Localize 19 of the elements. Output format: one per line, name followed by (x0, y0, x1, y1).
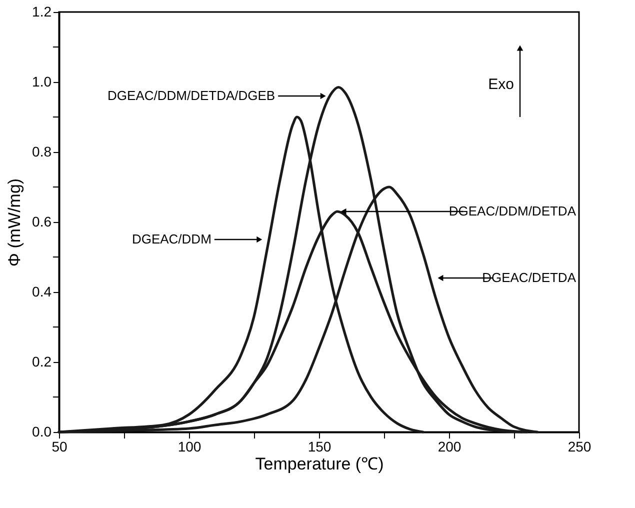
y-tick-label: 0.6 (32, 214, 52, 230)
y-tick-label: 0.8 (32, 144, 52, 160)
x-tick-label: 100 (178, 438, 202, 454)
y-tick-label: 0.0 (32, 424, 52, 440)
x-tick-label: 200 (438, 438, 462, 454)
annotation: DGEAC/DDM (132, 232, 212, 246)
annotation: DGEAC/DDM/DETDA (448, 204, 576, 218)
y-tick-label: 1.0 (32, 74, 52, 90)
x-tick-label: 150 (308, 438, 332, 454)
x-tick-label: 50 (52, 438, 68, 454)
x-tick-label: 250 (568, 438, 592, 454)
y-tick-label: 0.2 (32, 354, 52, 370)
x-axis-title: Temperature (℃) (255, 454, 384, 474)
annotation: DGEAC/DDM/DETDA/DGEB (108, 88, 276, 103)
annotation: Exo (488, 76, 514, 93)
y-axis-title: Φ (mW/mg) (5, 178, 24, 267)
annotation: DGEAC/DETDA (482, 270, 576, 285)
y-tick-label: 1.2 (32, 4, 52, 20)
y-tick-label: 0.4 (32, 284, 52, 300)
